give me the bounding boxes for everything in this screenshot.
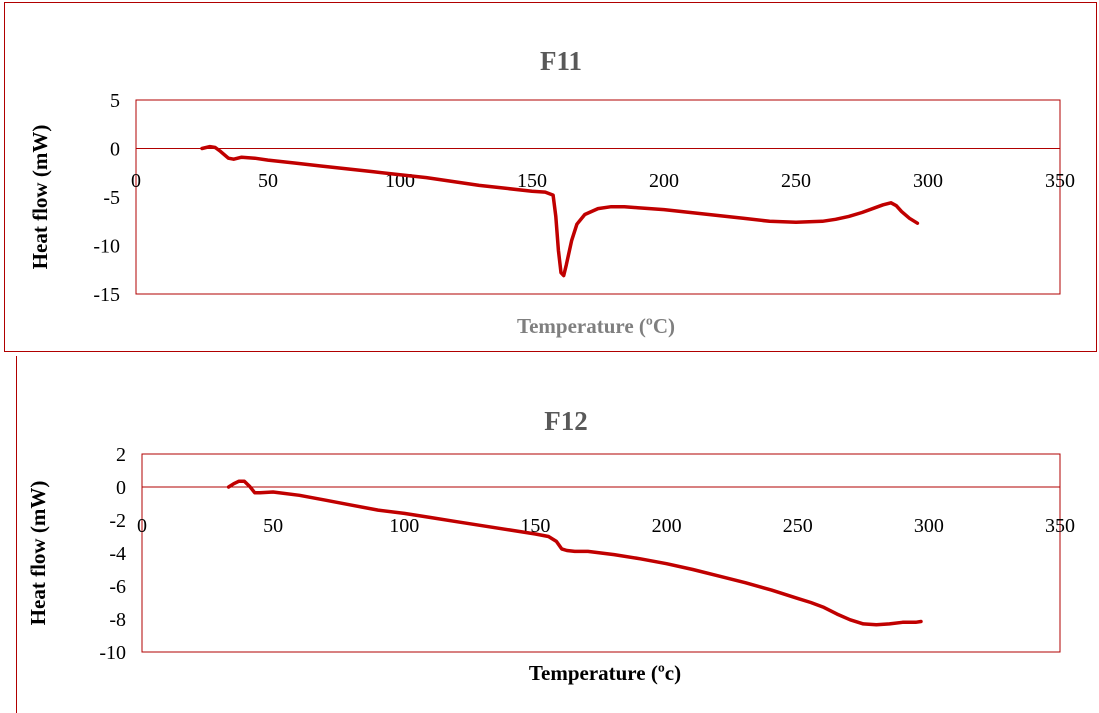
y-axis-title: Heat flow (mW) — [26, 481, 50, 626]
x-tick-label: 250 — [781, 170, 811, 192]
y-tick-label: 0 — [116, 477, 126, 499]
plot-area — [141, 453, 1061, 653]
y-tick-label: -5 — [103, 187, 120, 209]
x-tick-label: 0 — [131, 170, 141, 192]
x-tick-label: 350 — [1045, 170, 1075, 192]
x-tick-label: 0 — [137, 515, 147, 537]
y-tick-label: 0 — [110, 139, 120, 161]
x-tick-label: 150 — [517, 170, 547, 192]
x-tick-label: 200 — [652, 515, 682, 537]
x-tick-label: 50 — [258, 170, 278, 192]
x-axis-title: Temperature (ºC) — [517, 314, 675, 338]
x-tick-label: 50 — [263, 515, 283, 537]
chart-panel-f11: F11 5 0 -5 -10 -15 0 50 100 150 200 250 300 350 Temper… — [4, 2, 1097, 352]
x-tick-label: 100 — [389, 515, 419, 537]
x-axis-title: Temperature (ºc) — [529, 661, 681, 685]
y-tick-label: -15 — [93, 284, 120, 306]
y-tick-label: -8 — [109, 609, 126, 631]
chart-panel-f12: F12 2 0 -2 -4 -6 -8 -10 0 50 100 150 200 250 300 350 Tem… — [16, 356, 1097, 713]
y-tick-label: -2 — [109, 510, 126, 532]
y-tick-label: -10 — [93, 236, 120, 258]
y-tick-label: -4 — [109, 543, 126, 565]
y-tick-label: 5 — [110, 90, 120, 112]
chart-title: F12 — [544, 406, 588, 436]
chart-title: F11 — [540, 46, 582, 76]
series-line — [226, 479, 923, 627]
x-tick-label: 200 — [649, 170, 679, 192]
x-tick-label: 250 — [783, 515, 813, 537]
plot-area — [135, 99, 1061, 295]
y-tick-label: -10 — [99, 642, 126, 664]
x-tick-label: 300 — [913, 170, 943, 192]
y-tick-label: -6 — [109, 576, 126, 598]
series-line — [200, 144, 920, 278]
x-tick-label: 350 — [1045, 515, 1075, 537]
x-tick-label: 300 — [914, 515, 944, 537]
y-axis-title: Heat flow (mW) — [28, 125, 52, 270]
y-tick-label: 2 — [116, 444, 126, 466]
